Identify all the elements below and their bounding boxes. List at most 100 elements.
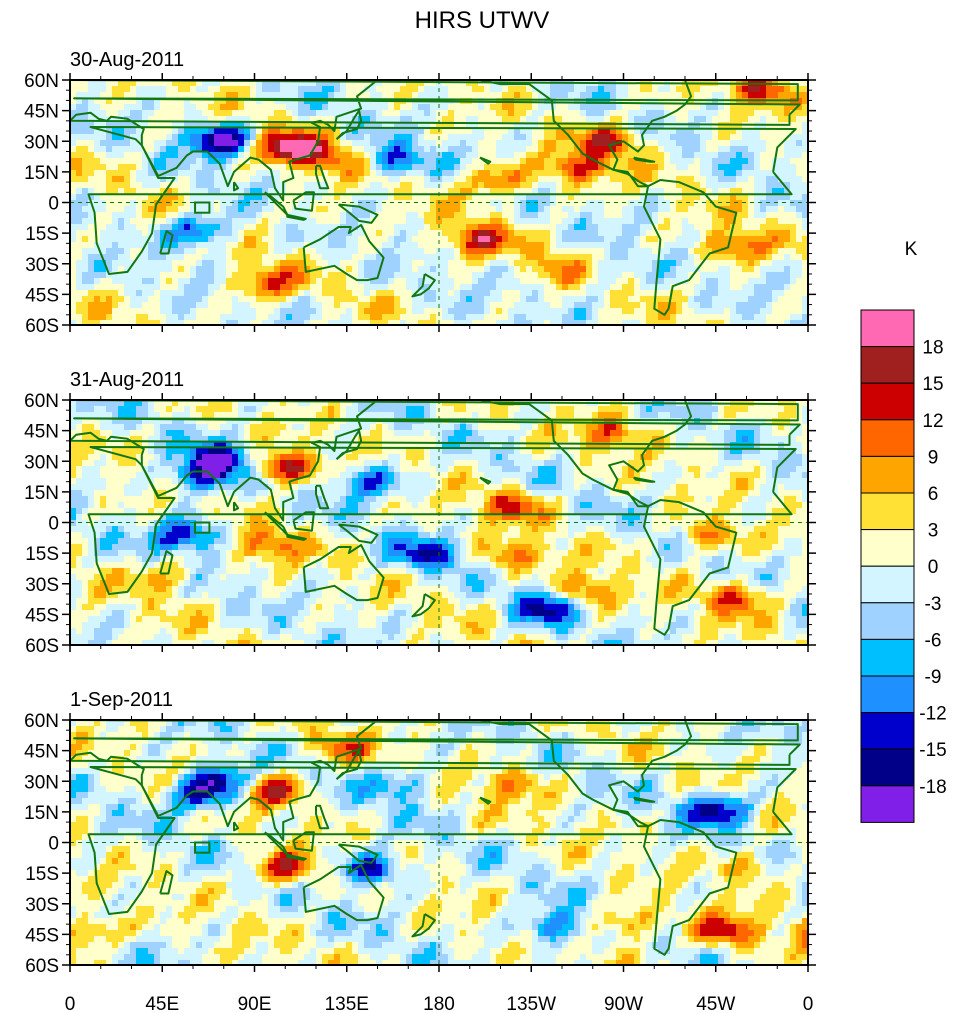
field-cell	[544, 296, 551, 303]
field-cell	[382, 158, 389, 165]
field-cell	[70, 110, 77, 117]
field-cell	[766, 176, 773, 183]
field-cell	[694, 128, 701, 135]
field-cell	[652, 176, 659, 183]
field-cell	[262, 212, 269, 219]
field-cell	[580, 182, 587, 189]
field-cell	[358, 158, 365, 165]
field-cell	[694, 86, 701, 93]
field-cell	[460, 302, 467, 309]
field-cell	[226, 236, 233, 243]
field-cell	[502, 272, 509, 279]
field-cell	[748, 254, 755, 261]
field-cell	[436, 164, 443, 171]
field-cell	[538, 92, 545, 99]
field-cell	[496, 146, 503, 153]
field-cell	[748, 260, 755, 267]
field-cell	[604, 146, 611, 153]
field-cell	[160, 308, 167, 315]
field-cell	[160, 140, 167, 147]
field-cell	[742, 164, 749, 171]
field-cell	[304, 230, 311, 237]
field-cell	[328, 212, 335, 219]
field-cell	[688, 248, 695, 255]
field-cell	[754, 248, 761, 255]
field-cell	[340, 110, 347, 117]
field-cell	[490, 284, 497, 291]
field-cell	[178, 236, 185, 243]
field-cell	[484, 266, 491, 273]
field-cell	[88, 116, 95, 123]
field-cell	[400, 242, 407, 249]
field-cell	[754, 308, 761, 315]
field-cell	[130, 98, 137, 105]
field-cell	[784, 92, 791, 99]
field-cell	[694, 116, 701, 123]
field-cell	[94, 98, 101, 105]
field-cell	[730, 98, 737, 105]
field-cell	[88, 140, 95, 147]
field-cell	[388, 278, 395, 285]
field-cell	[334, 290, 341, 297]
field-cell	[772, 206, 779, 213]
field-cell	[298, 146, 305, 153]
field-cell	[190, 92, 197, 99]
field-cell	[526, 242, 533, 249]
field-cell	[70, 176, 77, 183]
field-cell	[226, 188, 233, 195]
field-cell	[778, 134, 785, 141]
field-cell	[604, 158, 611, 165]
field-cell	[70, 248, 77, 255]
field-cell	[526, 164, 533, 171]
field-cell	[568, 266, 575, 273]
field-cell	[478, 248, 485, 255]
field-cell	[328, 320, 335, 325]
field-cell	[76, 308, 83, 315]
field-cell	[82, 158, 89, 165]
field-cell	[112, 116, 119, 123]
field-cell	[376, 200, 383, 207]
field-cell	[766, 302, 773, 309]
field-cell	[340, 302, 347, 309]
field-cell	[82, 302, 89, 309]
field-cell	[658, 278, 665, 285]
field-cell	[544, 302, 551, 309]
field-cell	[172, 320, 179, 325]
field-cell	[562, 182, 569, 189]
field-cell	[754, 110, 761, 117]
field-cell	[124, 128, 131, 135]
field-cell	[688, 242, 695, 249]
field-cell	[430, 284, 437, 291]
field-cell	[502, 134, 509, 141]
field-cell	[484, 116, 491, 123]
field-cell	[82, 320, 89, 325]
field-cell	[226, 164, 233, 171]
field-cell	[802, 98, 808, 105]
field-cell	[154, 212, 161, 219]
field-cell	[796, 314, 803, 321]
field-cell	[352, 128, 359, 135]
field-cell	[784, 206, 791, 213]
field-cell	[238, 296, 245, 303]
field-cell	[328, 200, 335, 207]
field-cell	[442, 86, 449, 93]
field-cell	[220, 212, 227, 219]
field-cell	[316, 92, 323, 99]
field-cell	[784, 272, 791, 279]
field-cell	[550, 152, 557, 159]
field-cell	[424, 230, 431, 237]
field-cell	[676, 284, 683, 291]
field-cell	[244, 104, 251, 111]
field-cell	[262, 254, 269, 261]
field-cell	[190, 248, 197, 255]
field-cell	[628, 272, 635, 279]
field-cell	[268, 314, 275, 321]
field-cell	[190, 176, 197, 183]
field-cell	[514, 272, 521, 279]
field-cell	[568, 296, 575, 303]
field-cell	[610, 170, 617, 177]
field-cell	[442, 254, 449, 261]
field-cell	[646, 134, 653, 141]
field-cell	[676, 314, 683, 321]
field-cell	[616, 296, 623, 303]
